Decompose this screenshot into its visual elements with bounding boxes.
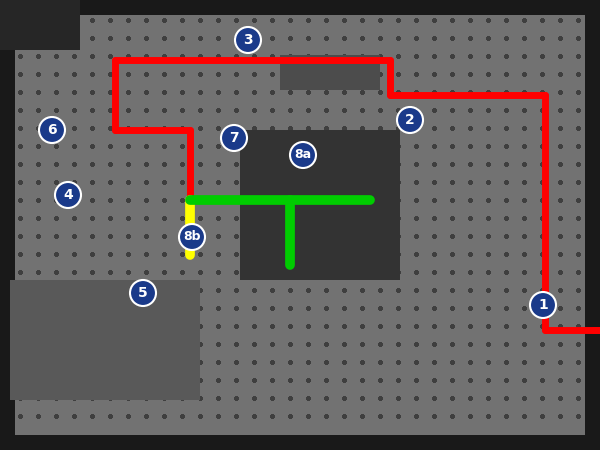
Text: 3: 3 <box>243 33 253 47</box>
Circle shape <box>179 224 205 250</box>
Text: 6: 6 <box>47 123 57 137</box>
Circle shape <box>290 142 316 168</box>
Circle shape <box>130 280 156 306</box>
Text: 8a: 8a <box>295 148 311 162</box>
Circle shape <box>397 107 423 133</box>
Circle shape <box>530 292 556 318</box>
Text: 7: 7 <box>229 131 239 145</box>
Text: 5: 5 <box>138 286 148 300</box>
Circle shape <box>55 182 81 208</box>
Text: 1: 1 <box>538 298 548 312</box>
Circle shape <box>235 27 261 53</box>
Text: 8b: 8b <box>183 230 201 243</box>
Text: 2: 2 <box>405 113 415 127</box>
Text: 4: 4 <box>63 188 73 202</box>
Circle shape <box>39 117 65 143</box>
Circle shape <box>221 125 247 151</box>
